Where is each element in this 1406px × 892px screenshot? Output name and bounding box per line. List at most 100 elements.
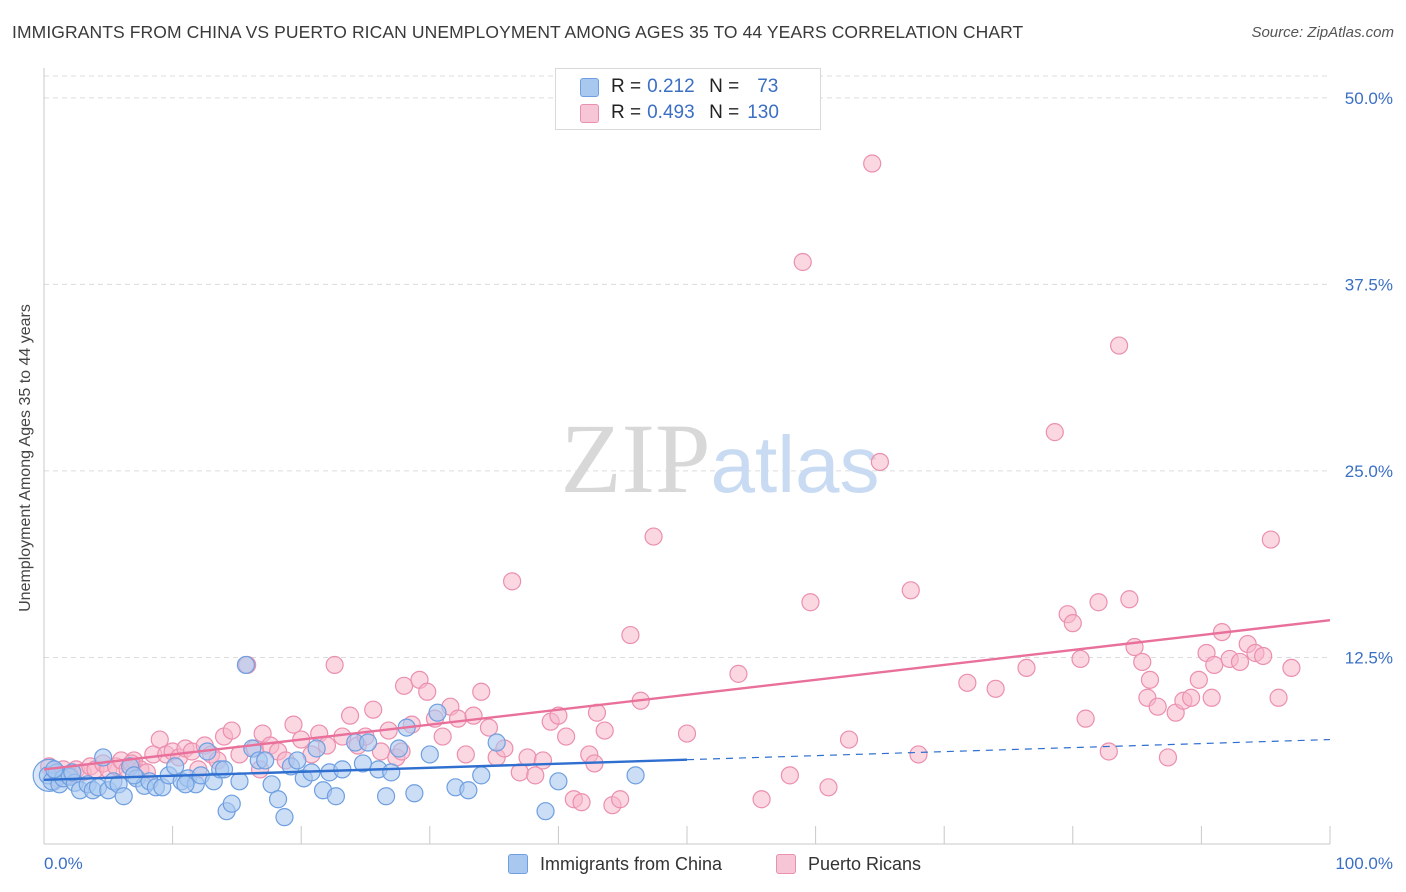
- china-point: [176, 775, 195, 794]
- china-point: [230, 772, 249, 791]
- pr-legend-label: Puerto Ricans: [808, 853, 922, 874]
- puerto-rican-point: [1269, 688, 1288, 707]
- puerto-rican-point: [222, 721, 241, 740]
- puerto-rican-point: [986, 679, 1005, 698]
- x-tick-label: 100.0%: [1335, 854, 1393, 873]
- puerto-rican-point: [644, 527, 663, 546]
- puerto-rican-point: [1063, 614, 1082, 633]
- puerto-rican-point: [557, 727, 576, 746]
- x-tick-label: 0.0%: [44, 854, 83, 873]
- china-point: [236, 655, 256, 675]
- puerto-rican-point: [1148, 697, 1167, 716]
- china-point: [326, 787, 346, 806]
- y-tick-label: 50.0%: [1345, 89, 1393, 108]
- gridlines: [44, 75, 1330, 658]
- chart-title: IMMIGRANTS FROM CHINA VS PUERTO RICAN UN…: [12, 22, 1024, 42]
- puerto-rican-point: [819, 778, 838, 797]
- puerto-rican-point: [433, 727, 452, 746]
- tick-labels: 12.5% 25.0% 37.5% 50.0% 0.0% 100.0%: [44, 89, 1393, 873]
- puerto-rican-point: [340, 706, 360, 725]
- r-label: R =: [611, 102, 642, 123]
- puerto-rican-point: [479, 718, 499, 737]
- china-point: [256, 751, 275, 770]
- bottom-legend-china: Immigrants from China: [508, 852, 722, 876]
- puerto-rican-point: [909, 745, 928, 764]
- puerto-rican-point: [1189, 670, 1208, 689]
- china-point: [382, 763, 401, 782]
- puerto-rican-point: [1282, 658, 1301, 678]
- puerto-rican-point: [572, 793, 591, 812]
- puerto-rican-point: [364, 700, 383, 719]
- puerto-rican-point: [503, 572, 522, 591]
- puerto-rican-point: [901, 581, 920, 600]
- puerto-rican-point: [394, 676, 414, 695]
- china-point: [275, 808, 294, 827]
- china-point: [307, 739, 326, 758]
- china-point: [288, 751, 307, 770]
- puerto-rican-point: [793, 252, 812, 272]
- r-value: 0.212: [647, 76, 695, 97]
- puerto-rican-point: [1182, 688, 1201, 707]
- puerto-rican-point: [1120, 590, 1139, 609]
- watermark: ZIPatlas: [561, 403, 880, 514]
- r-label: R =: [611, 76, 642, 97]
- stats-legend: R = 0.212 N = 73 R = 0.493 N = 130: [555, 68, 821, 130]
- puerto-rican-point: [1071, 649, 1090, 669]
- puerto-rican-point: [729, 664, 748, 683]
- china-swatch: [580, 77, 599, 97]
- puerto-rican-point: [1254, 646, 1273, 666]
- puerto-rican-point: [448, 709, 468, 728]
- puerto-rican-point: [418, 682, 437, 701]
- puerto-rican-point: [595, 721, 614, 740]
- puerto-rican-point: [1133, 652, 1152, 672]
- puerto-rican-point: [464, 706, 483, 725]
- y-tick-label: 25.0%: [1345, 462, 1393, 481]
- china-point: [268, 790, 288, 809]
- puerto-rican-point: [472, 682, 491, 701]
- china-point: [472, 766, 491, 785]
- puerto-rican-point: [780, 766, 799, 785]
- china-trend-line-extension: [686, 738, 1331, 761]
- china-point: [459, 781, 478, 800]
- puerto-rican-point: [611, 790, 630, 809]
- watermark-text: ZIPatlas: [561, 403, 880, 514]
- puerto-rican-point: [870, 452, 890, 472]
- puerto-rican-point: [621, 625, 640, 645]
- y-axis-label: Unemployment Among Ages 35 to 44 years: [17, 304, 34, 612]
- axes: [43, 68, 1331, 845]
- china-point: [405, 784, 424, 803]
- puerto-rican-point: [1140, 670, 1160, 689]
- china-point: [124, 766, 144, 785]
- china-point: [549, 772, 568, 791]
- china-point: [389, 739, 409, 758]
- puerto-rican-point: [801, 593, 820, 612]
- n-label: N =: [709, 102, 740, 123]
- puerto-rican-point: [677, 724, 697, 743]
- puerto-rican-point: [526, 766, 545, 785]
- china-point: [114, 787, 133, 806]
- china-point: [536, 802, 555, 821]
- trend-lines: [43, 618, 1331, 782]
- puerto-rican-point: [1109, 336, 1129, 355]
- china-point: [222, 794, 241, 813]
- n-value: 130: [747, 102, 779, 123]
- puerto-rican-point: [1089, 593, 1108, 612]
- china-swatch: [508, 854, 528, 874]
- china-point: [420, 745, 439, 764]
- puerto-rican-point: [752, 790, 771, 809]
- puerto-rican-point: [549, 706, 568, 725]
- china-point: [428, 703, 447, 722]
- puerto-rican-point: [371, 742, 391, 761]
- puerto-rican-point: [1205, 655, 1224, 675]
- china-point: [358, 733, 378, 752]
- puerto-ricans-trend-line: [43, 618, 1331, 771]
- puerto-rican-point: [1076, 709, 1095, 728]
- puerto-rican-point: [1099, 742, 1118, 761]
- bottom-legend-puerto-ricans: Puerto Ricans: [776, 852, 921, 876]
- puerto-rican-point: [284, 715, 303, 734]
- puerto-rican-point: [1202, 688, 1221, 707]
- puerto-rican-point: [510, 763, 529, 782]
- pr-swatch: [776, 854, 796, 874]
- r-value: 0.493: [647, 102, 695, 123]
